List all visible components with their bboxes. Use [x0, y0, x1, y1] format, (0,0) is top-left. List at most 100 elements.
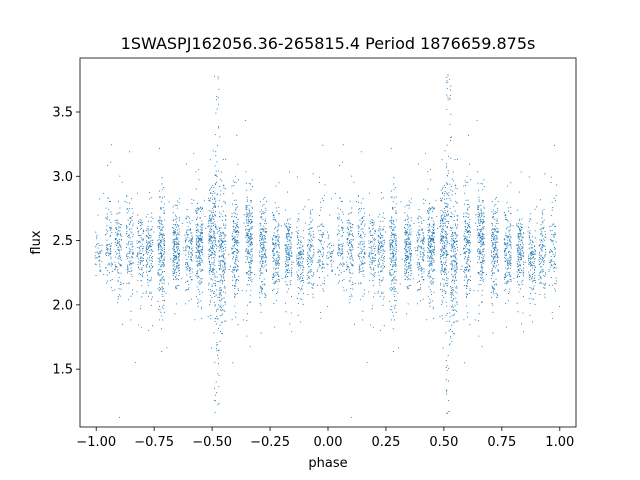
data-point	[441, 254, 443, 257]
data-point	[251, 237, 254, 239]
data-point	[221, 276, 223, 278]
data-point	[284, 266, 287, 268]
data-point	[509, 261, 511, 263]
data-point	[201, 282, 203, 284]
data-point	[146, 266, 148, 268]
data-point	[439, 222, 442, 224]
data-point	[119, 245, 121, 248]
data-point	[510, 246, 512, 248]
data-point	[201, 208, 203, 210]
data-point	[278, 280, 280, 282]
data-point	[178, 225, 180, 227]
data-point	[212, 222, 215, 224]
data-point	[522, 243, 524, 245]
data-point	[260, 244, 262, 246]
data-point	[140, 237, 142, 239]
data-point	[390, 319, 392, 321]
data-point	[483, 206, 485, 208]
data-point	[234, 175, 236, 177]
data-point	[433, 208, 435, 210]
data-point	[118, 258, 120, 260]
data-point	[351, 224, 353, 226]
data-point	[455, 285, 457, 287]
data-point	[131, 275, 133, 278]
data-point	[222, 267, 224, 269]
data-point	[431, 240, 433, 242]
data-point	[391, 217, 393, 219]
data-point	[418, 268, 420, 270]
data-point	[223, 272, 226, 274]
data-point	[421, 276, 423, 278]
data-point	[509, 223, 511, 225]
data-point	[505, 267, 507, 269]
data-point	[249, 242, 251, 244]
data-point	[290, 237, 292, 239]
data-point	[493, 255, 496, 257]
data-point	[160, 240, 162, 242]
data-point	[372, 237, 374, 239]
data-point	[251, 260, 254, 262]
data-point	[235, 207, 237, 209]
data-point	[161, 236, 163, 238]
data-point	[278, 257, 280, 259]
data-point	[445, 213, 447, 215]
data-point	[220, 264, 222, 266]
data-point	[451, 293, 453, 295]
data-point	[260, 247, 262, 249]
data-point	[265, 270, 268, 272]
data-point	[237, 289, 240, 292]
data-point	[493, 215, 495, 218]
data-point	[523, 232, 525, 234]
data-point	[505, 281, 508, 283]
data-point	[505, 248, 507, 250]
data-point	[249, 270, 252, 272]
data-point	[99, 270, 101, 272]
data-point	[409, 246, 411, 248]
data-point	[469, 218, 471, 220]
data-point	[452, 227, 454, 229]
data-point	[440, 233, 442, 235]
data-point	[497, 228, 499, 230]
data-point	[248, 220, 250, 222]
data-point	[179, 250, 181, 252]
data-point	[247, 213, 249, 216]
data-point	[517, 259, 519, 261]
data-point	[351, 263, 353, 265]
data-point	[191, 268, 193, 270]
data-point	[497, 255, 499, 258]
data-point	[108, 263, 110, 265]
data-point	[469, 260, 471, 262]
data-point	[409, 263, 411, 265]
data-point	[163, 226, 165, 228]
data-point	[161, 221, 163, 223]
data-point	[159, 243, 161, 245]
data-point	[469, 289, 471, 292]
data-point	[477, 214, 479, 216]
data-point	[235, 181, 237, 183]
data-point	[467, 252, 470, 254]
data-point	[261, 212, 263, 214]
data-point	[160, 242, 162, 244]
data-point	[265, 264, 267, 266]
data-point	[433, 223, 435, 225]
data-point	[451, 324, 453, 326]
data-point	[259, 237, 261, 239]
data-point	[177, 254, 180, 256]
data-point	[418, 229, 420, 231]
data-point	[97, 214, 99, 216]
data-point	[432, 208, 434, 210]
data-point	[432, 300, 434, 302]
data-point	[276, 250, 279, 252]
data-point	[348, 270, 350, 272]
data-point	[178, 240, 180, 242]
data-point	[94, 263, 96, 265]
data-point	[453, 280, 455, 282]
data-point	[509, 256, 511, 258]
data-point	[186, 163, 188, 165]
data-point	[446, 243, 448, 245]
data-point	[259, 201, 261, 203]
data-point	[455, 320, 457, 322]
data-point	[494, 225, 497, 227]
data-point	[208, 189, 210, 191]
data-point	[259, 254, 261, 256]
